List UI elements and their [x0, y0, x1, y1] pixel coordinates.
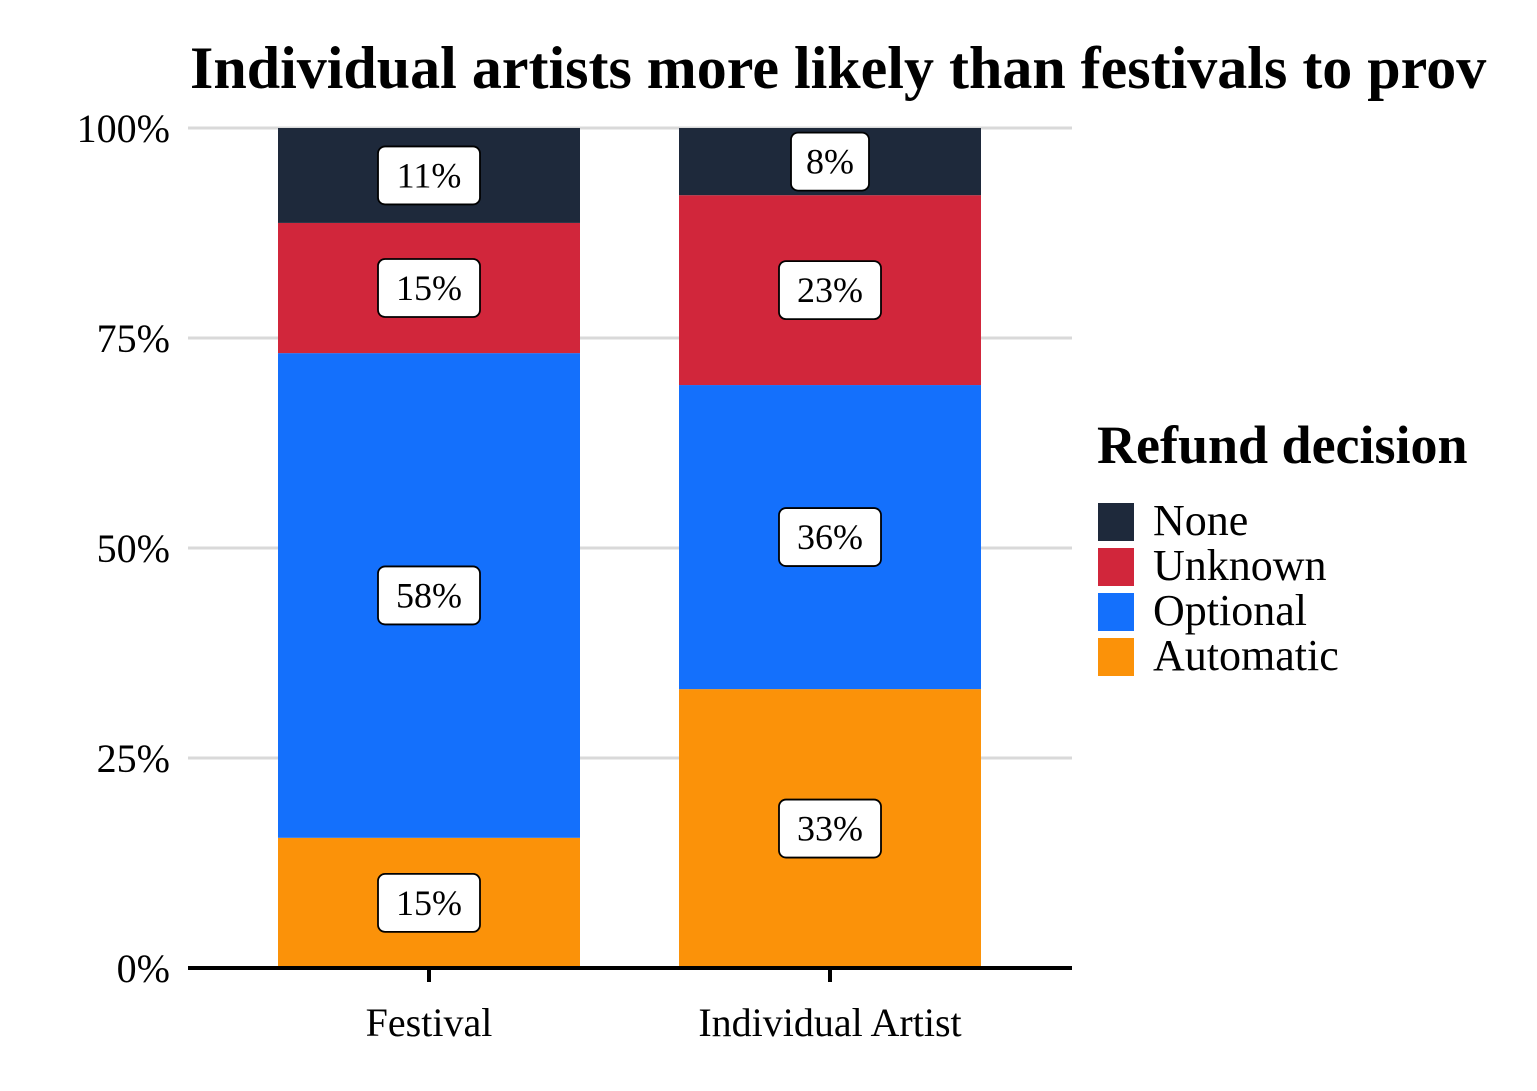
data-label-box	[377, 145, 481, 206]
y-tick-label: 0%	[117, 946, 170, 991]
data-label: 11%	[397, 155, 462, 195]
legend-key-unknown	[1098, 548, 1134, 586]
data-label: 23%	[797, 270, 863, 310]
x-tick-label: Festival	[366, 1000, 493, 1045]
data-labels: 15% 58% 15% 11% 33% 36% 23% 8%	[377, 131, 882, 933]
y-axis: 0% 25% 50% 75% 100%	[77, 106, 170, 991]
y-tick-label: 100%	[77, 106, 170, 151]
x-axis: Festival Individual Artist	[188, 966, 1072, 1045]
data-label-box	[778, 260, 882, 321]
y-tick-label: 25%	[97, 736, 170, 781]
data-label-box	[377, 873, 481, 933]
x-tick-label: Individual Artist	[698, 1000, 961, 1045]
data-label: 15%	[396, 268, 462, 308]
data-label: 58%	[396, 575, 462, 615]
data-label-box	[377, 565, 481, 626]
data-label: 36%	[797, 517, 863, 557]
y-tick-label: 75%	[97, 316, 170, 361]
data-label-box	[377, 258, 481, 318]
legend-key-none	[1098, 503, 1134, 541]
y-tick-label: 50%	[97, 526, 170, 571]
data-label-box	[790, 131, 870, 192]
legend-title: Refund decision	[1097, 415, 1468, 475]
data-label: 33%	[797, 809, 863, 849]
legend-label-optional: Optional	[1153, 586, 1307, 635]
legend-key-optional	[1098, 593, 1134, 631]
legend-label-none: None	[1153, 496, 1248, 545]
data-label-box	[778, 507, 882, 567]
data-label-box	[778, 798, 882, 859]
data-label: 15%	[396, 883, 462, 923]
legend-label-automatic: Automatic	[1153, 631, 1339, 680]
chart-title: Individual artists more likely than fest…	[190, 35, 1486, 101]
legend-key-automatic	[1098, 638, 1134, 676]
data-label: 8%	[806, 142, 854, 182]
legend-label-unknown: Unknown	[1153, 541, 1327, 590]
legend: Refund decision NoneUnknownOptionalAutom…	[1097, 415, 1468, 680]
